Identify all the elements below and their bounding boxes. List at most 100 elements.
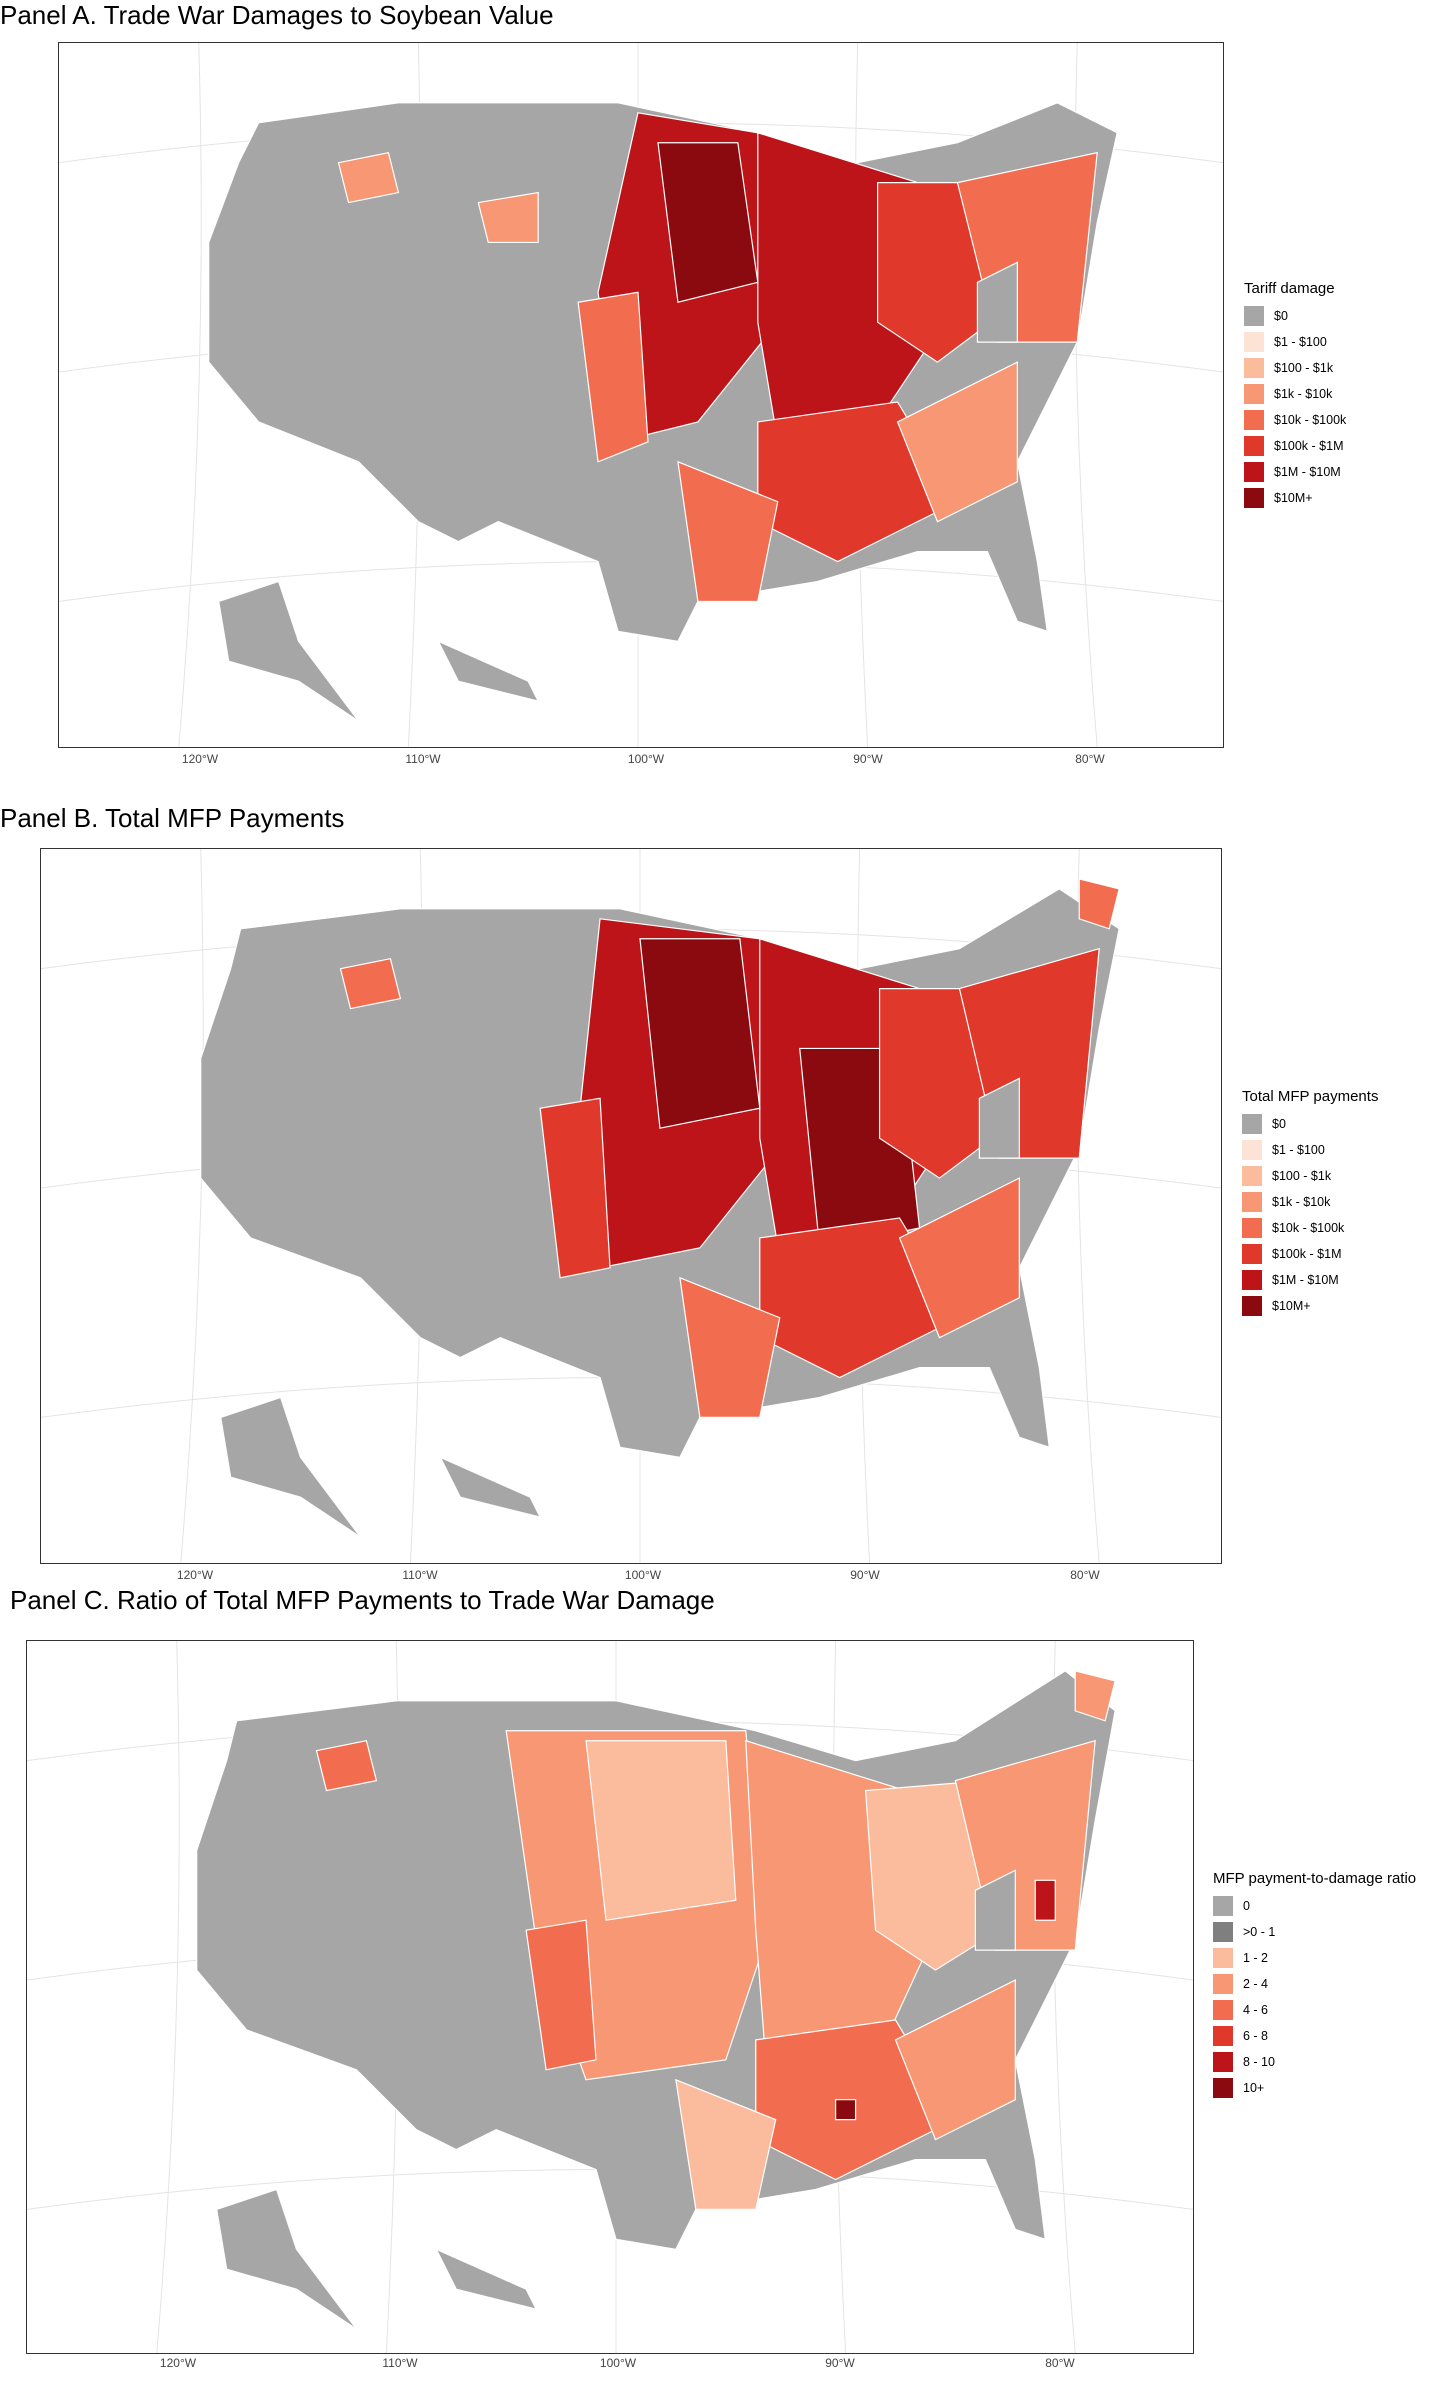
legend-label: $1M - $10M [1272,1273,1339,1287]
legend-label: $0 [1272,1117,1286,1131]
legend-label: $1k - $10k [1274,387,1333,401]
panel-c-tick-110w: 110°W [382,2356,418,2370]
legend-swatch [1244,410,1264,430]
legend-swatch [1242,1270,1262,1290]
legend-swatch [1213,2052,1233,2072]
legend-item: $100 - $1k [1244,355,1346,381]
legend-swatch [1244,358,1264,378]
panel-a-tick-120w: 120°W [181,752,219,766]
legend-item: $1 - $100 [1242,1137,1378,1163]
legend-swatch [1244,332,1264,352]
panel-a-tick-110w: 110°W [405,752,441,766]
panel-c-tick-90w: 90°W [825,2356,855,2370]
legend-swatch [1242,1192,1262,1212]
legend-item: 8 - 10 [1213,2049,1416,2075]
legend-item: $1 - $100 [1244,329,1346,355]
legend-item: $10k - $100k [1242,1215,1378,1241]
legend-swatch [1213,2078,1233,2098]
panel-c-tick-100w: 100°W [599,2356,637,2370]
legend-item: 6 - 8 [1213,2023,1416,2049]
legend-swatch [1244,488,1264,508]
panel-c-tick-120w: 120°W [159,2356,197,2370]
panel-b-tick-120w: 120°W [176,1568,214,1582]
panel-c-tick-80w: 80°W [1045,2356,1075,2370]
legend-swatch [1213,2000,1233,2020]
legend-label: $1M - $10M [1274,465,1341,479]
legend-label: $100k - $1M [1272,1247,1342,1261]
panel-a-tick-90w: 90°W [853,752,883,766]
legend-item: 2 - 4 [1213,1971,1416,1997]
panel-b-map [41,849,1221,1563]
panel-b-map-frame [40,848,1222,1564]
legend-swatch [1242,1218,1262,1238]
legend-item: $1M - $10M [1244,459,1346,485]
legend-item: $100k - $1M [1242,1241,1378,1267]
legend-swatch [1213,1896,1233,1916]
legend-item: $100 - $1k [1242,1163,1378,1189]
panel-b-tick-90w: 90°W [850,1568,880,1582]
panel-c-map-frame [26,1640,1194,2354]
legend-label: $100 - $1k [1274,361,1334,375]
legend-label: 6 - 8 [1243,2029,1269,2043]
legend-item: >0 - 1 [1213,1919,1416,1945]
legend-item: $10k - $100k [1244,407,1346,433]
panel-a-map [59,43,1223,747]
legend-item: $100k - $1M [1244,433,1346,459]
legend-label: $10M+ [1272,1299,1311,1313]
panel-b-legend: Total MFP payments $0 $1 - $100 $100 - $… [1242,1088,1378,1319]
legend-label: >0 - 1 [1243,1925,1276,1939]
legend-label: $1 - $100 [1272,1143,1325,1157]
legend-swatch [1213,1948,1233,1968]
legend-label: 1 - 2 [1243,1951,1269,1965]
panel-c-title: Panel C. Ratio of Total MFP Payments to … [10,1585,715,1615]
legend-label: 10+ [1243,2081,1265,2095]
legend-item: 4 - 6 [1213,1997,1416,2023]
legend-label: $100k - $1M [1274,439,1344,453]
legend-label: 0 [1243,1899,1250,1913]
legend-label: $1 - $100 [1274,335,1327,349]
legend-label: $1k - $10k [1272,1195,1331,1209]
panel-c-legend: MFP payment-to-damage ratio 0 >0 - 1 1 -… [1213,1870,1416,2101]
panel-a-map-frame [58,42,1224,748]
panel-a-tick-100w: 100°W [627,752,665,766]
legend-label: $100 - $1k [1272,1169,1332,1183]
legend-swatch [1242,1244,1262,1264]
legend-item: $10M+ [1242,1293,1378,1319]
legend-label: 2 - 4 [1243,1977,1269,1991]
panel-c-map [27,1641,1193,2353]
legend-item: $1k - $10k [1242,1189,1378,1215]
legend-item: $0 [1244,303,1346,329]
panel-c-legend-title: MFP payment-to-damage ratio [1213,1870,1417,1887]
legend-item: 10+ [1213,2075,1416,2101]
panel-a-legend: Tariff damage $0 $1 - $100 $100 - $1k $1… [1244,280,1346,511]
panel-b-tick-100w: 100°W [624,1568,662,1582]
legend-item: $0 [1242,1111,1378,1137]
legend-swatch [1244,462,1264,482]
legend-swatch [1244,436,1264,456]
legend-swatch [1213,1922,1233,1942]
legend-item: 0 [1213,1893,1416,1919]
legend-swatch [1242,1296,1262,1316]
legend-swatch [1242,1114,1262,1134]
panel-b-title: Panel B. Total MFP Payments [0,803,345,833]
legend-label: $10M+ [1274,491,1313,505]
legend-swatch [1244,306,1264,326]
legend-label: $0 [1274,309,1288,323]
legend-item: 1 - 2 [1213,1945,1416,1971]
panel-a-tick-80w: 80°W [1075,752,1105,766]
legend-item: $1M - $10M [1242,1267,1378,1293]
panel-b-tick-80w: 80°W [1070,1568,1100,1582]
legend-swatch [1242,1140,1262,1160]
panel-a-legend-title: Tariff damage [1244,280,1335,297]
legend-label: 8 - 10 [1243,2055,1275,2069]
legend-item: $10M+ [1244,485,1346,511]
legend-swatch [1244,384,1264,404]
panel-b-tick-110w: 110°W [402,1568,438,1582]
legend-swatch [1242,1166,1262,1186]
legend-label: $10k - $100k [1274,413,1347,427]
legend-swatch [1213,1974,1233,1994]
panel-a-title: Panel A. Trade War Damages to Soybean Va… [0,0,554,30]
legend-item: $1k - $10k [1244,381,1346,407]
legend-swatch [1213,2026,1233,2046]
panel-b-legend-title: Total MFP payments [1242,1088,1379,1105]
